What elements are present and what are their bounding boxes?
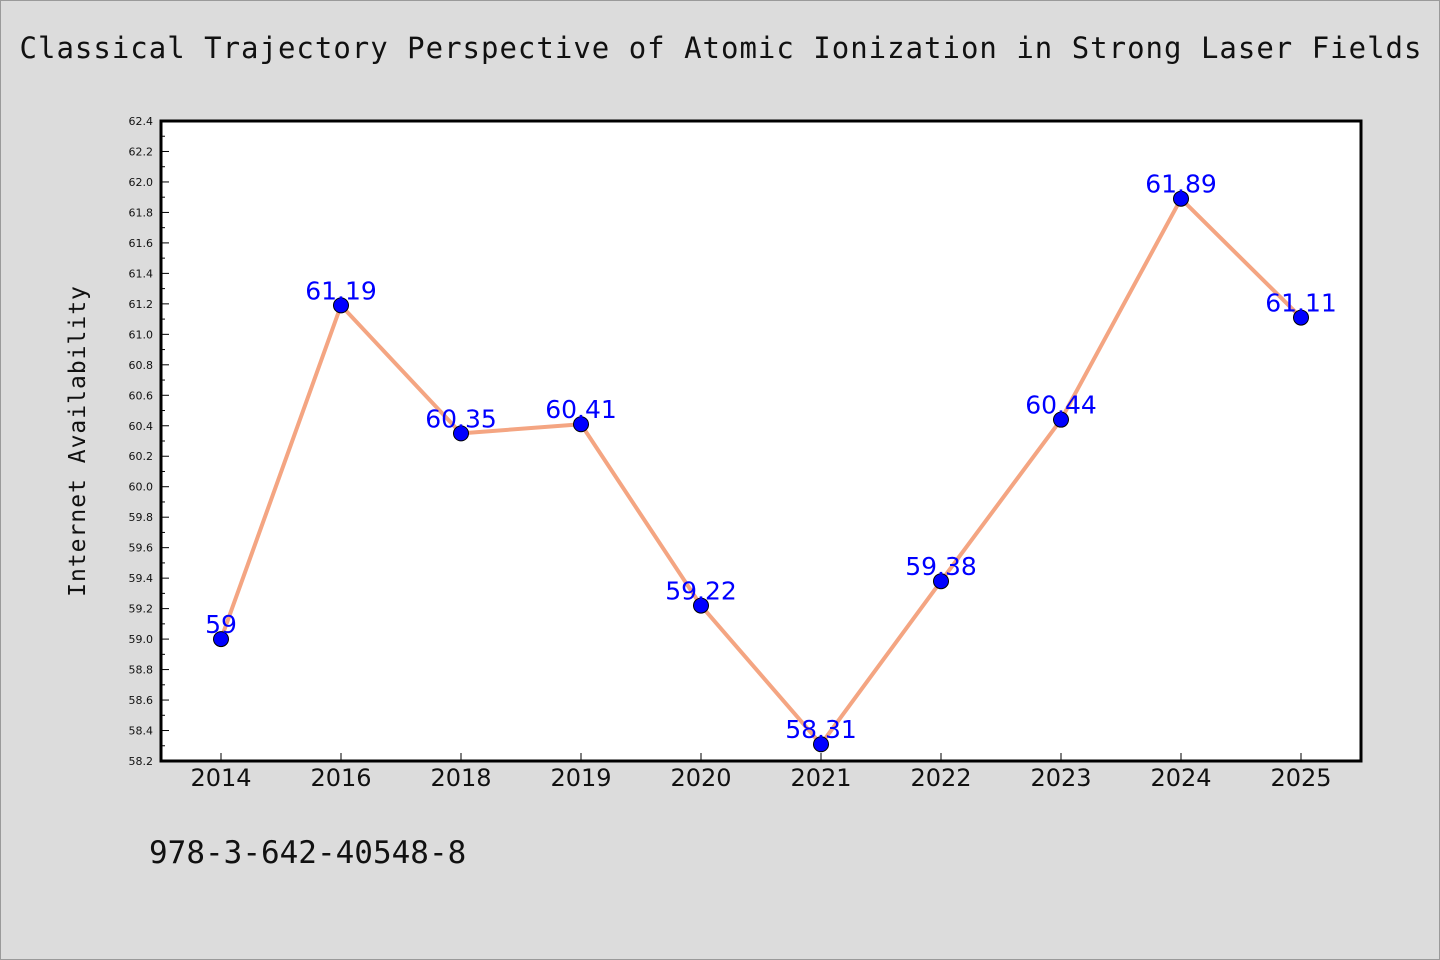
x-tick-label: 2020 xyxy=(670,764,731,792)
data-point xyxy=(573,416,589,433)
data-label: 61.11 xyxy=(1265,289,1337,318)
x-tick-label: 2025 xyxy=(1270,764,1331,792)
x-tick-label: 2016 xyxy=(310,764,371,792)
series-line xyxy=(219,196,1303,747)
y-tick-label: 59.8 xyxy=(129,511,154,524)
data-label: 61.19 xyxy=(305,276,377,305)
y-tick-label: 60.8 xyxy=(129,359,154,372)
x-tick-label: 2022 xyxy=(910,764,971,792)
data-point xyxy=(213,631,229,648)
x-tick-label: 2014 xyxy=(190,764,251,792)
data-point xyxy=(333,297,349,314)
x-tick-label: 2023 xyxy=(1030,764,1091,792)
y-tick-label: 62.2 xyxy=(129,145,154,158)
x-tick-label: 2019 xyxy=(550,764,611,792)
y-tick-label: 60.4 xyxy=(129,420,154,433)
y-tick-label: 58.4 xyxy=(129,725,154,738)
y-tick-label: 61.2 xyxy=(129,298,154,311)
data-point xyxy=(1173,190,1189,207)
y-tick-label: 61.4 xyxy=(129,267,154,280)
y-tick-label: 62.4 xyxy=(129,115,154,128)
data-point xyxy=(933,573,949,590)
plot-area xyxy=(159,119,1363,763)
x-tick-label: 2024 xyxy=(1150,764,1211,792)
data-markers xyxy=(213,190,1309,753)
isbn-label: 978-3-642-40548-8 xyxy=(149,835,467,871)
data-label: 58.31 xyxy=(785,715,857,744)
data-point xyxy=(693,597,709,614)
data-label: 59.22 xyxy=(665,577,737,606)
data-label: 59.38 xyxy=(905,552,977,581)
chart-title: Classical Trajectory Perspective of Atom… xyxy=(19,31,1423,65)
y-tick-label: 61.8 xyxy=(129,206,154,219)
y-tick-label: 60.0 xyxy=(129,481,154,494)
x-tick-label: 2018 xyxy=(430,764,491,792)
y-tick-label: 59.2 xyxy=(129,603,154,616)
y-axis-label: Internet Availability xyxy=(65,285,91,597)
x-axis: 2014 2016 2018 2019 2020 2021 2022 2023 2024 2025 xyxy=(190,753,1332,792)
data-label: 60.44 xyxy=(1025,391,1097,420)
data-point xyxy=(453,425,469,442)
y-tick-label: 59.6 xyxy=(129,542,154,555)
y-tick-label: 59.0 xyxy=(129,633,154,646)
y-tick-label: 61.0 xyxy=(129,328,154,341)
x-tick-label: 2021 xyxy=(790,764,851,792)
y-tick-label: 58.8 xyxy=(129,664,154,677)
y-tick-label: 58.6 xyxy=(129,694,154,707)
data-label: 60.41 xyxy=(545,395,617,424)
y-axis: 58.2 58.4 58.6 58.8 59.0 59.2 59.4 59.6 59.8 60.0… xyxy=(129,115,169,768)
data-label: 59 xyxy=(205,610,237,639)
y-tick-label: 61.6 xyxy=(129,237,154,250)
data-label: 61.89 xyxy=(1145,170,1217,199)
y-tick-label: 59.4 xyxy=(129,572,154,585)
y-tick-label: 60.2 xyxy=(129,450,154,463)
y-tick-label: 60.6 xyxy=(129,389,154,402)
data-point xyxy=(813,736,829,753)
data-point xyxy=(1053,411,1069,428)
data-label: 60.35 xyxy=(425,404,497,433)
data-labels: 59 61.19 60.35 60.41 59.22 58.31 59.38 60.44 61.… xyxy=(205,170,1337,745)
y-tick-label: 62.0 xyxy=(129,176,154,189)
y-tick-label: 58.2 xyxy=(129,755,154,768)
data-point xyxy=(1293,309,1309,326)
